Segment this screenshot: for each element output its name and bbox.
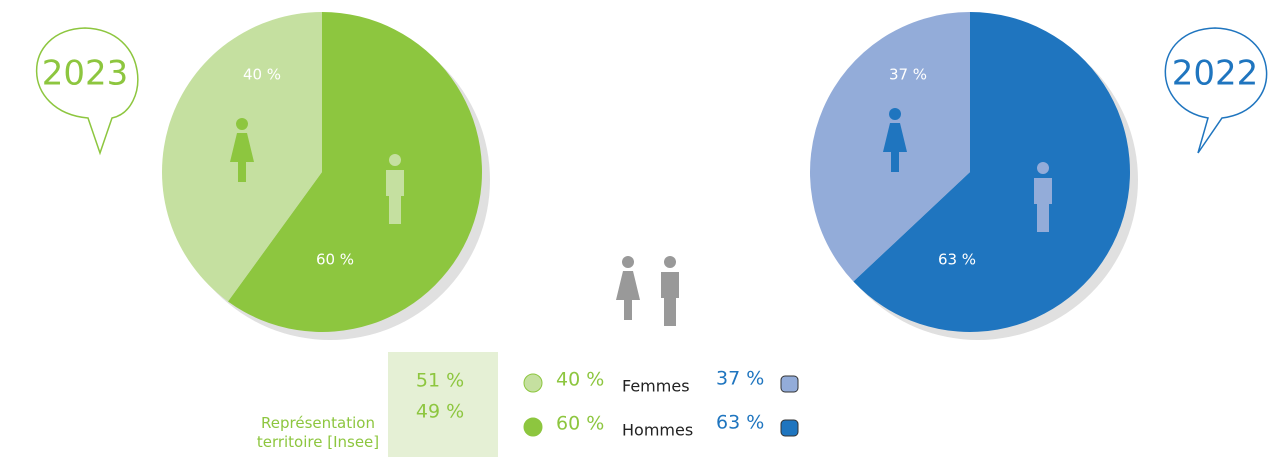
legend-label: Hommes [622, 421, 693, 440]
person-head [389, 154, 401, 166]
legend-dot [523, 417, 543, 437]
slice-label: 63 % [938, 251, 976, 269]
person-head [1037, 162, 1049, 174]
legend-label: Femmes [622, 377, 690, 396]
person-head [622, 256, 634, 268]
bubble-2022 [1164, 27, 1268, 154]
legend-dot [523, 373, 543, 393]
reference-box [388, 352, 498, 457]
bubble-2023 [36, 27, 139, 156]
pie-slice [227, 12, 482, 333]
person-body [661, 272, 679, 326]
slice-label: 40 % [243, 66, 281, 84]
pie-slice [853, 12, 1130, 332]
legend-square [780, 375, 799, 393]
person-head [664, 256, 676, 268]
legend-value: 40 % [556, 369, 604, 391]
person-body [386, 170, 404, 224]
legend-value: 60 % [556, 413, 604, 435]
person-body [616, 271, 640, 320]
reference-value: 51 % [416, 370, 464, 392]
legend-value: 37 % [716, 368, 764, 390]
person-body [883, 123, 907, 172]
person-body [1034, 178, 1052, 232]
chart-title: 2022 [1172, 54, 1259, 94]
slice-label: 37 % [889, 66, 927, 84]
reference-value: 49 % [416, 401, 464, 423]
person-head [889, 108, 901, 120]
person-body [230, 133, 254, 182]
person-head [236, 118, 248, 130]
legend-square [780, 419, 799, 437]
reference-label: Représentation territoire [Insee] [256, 414, 380, 451]
chart-title: 2023 [42, 54, 129, 94]
slice-label: 60 % [316, 251, 354, 269]
legend-value: 63 % [716, 412, 764, 434]
